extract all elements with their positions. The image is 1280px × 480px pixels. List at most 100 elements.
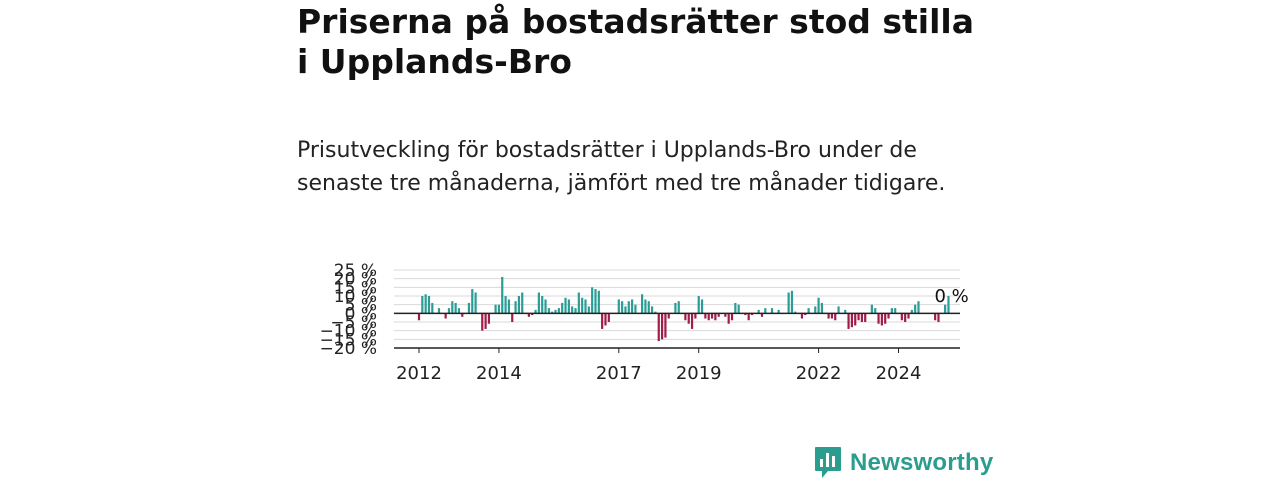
bar [727,313,730,324]
bar [557,308,560,314]
bar [884,313,887,324]
bar [790,290,794,314]
x-tick-label: 2017 [596,363,642,384]
bar [451,301,454,314]
bar [431,302,434,314]
bar [417,313,421,321]
bar [744,313,747,316]
y-tick-label: −20 % [320,339,377,359]
bar [644,299,647,314]
bar [707,313,710,321]
y-tick-label: −5 % [330,313,377,333]
bar [564,297,567,314]
bar [890,308,893,314]
bar [534,309,537,314]
y-tick-label: 10 % [334,287,377,307]
bar [551,311,554,314]
bar [800,313,804,319]
bar [887,313,890,319]
bar [770,308,774,314]
bar [817,297,820,314]
bar [684,313,687,321]
bar [471,289,474,314]
bar [664,313,667,338]
x-tick-label: 2022 [796,363,842,384]
bar [910,309,913,314]
bar [934,313,937,321]
bar [461,313,464,317]
bar [474,292,477,314]
bar [834,313,837,321]
bar [914,304,917,314]
bar [527,313,530,317]
bar [577,292,580,314]
bar [764,308,767,314]
bar [507,299,511,314]
bar [444,313,447,319]
bar [827,313,830,319]
bar [864,313,867,322]
bars [417,276,950,342]
bar [690,313,694,329]
bar [737,304,740,314]
bar [504,296,507,314]
bar [714,313,717,321]
bar [537,292,540,314]
bar [517,296,520,314]
page-subtitle: Prisutveckling för bostadsrätter i Uppla… [297,138,946,196]
bar [501,276,504,314]
bar [604,313,607,326]
bar [484,313,487,329]
bar [647,301,650,314]
bar [704,313,707,319]
bar [860,313,863,322]
bar [541,296,544,314]
bar [634,304,637,314]
bar [437,308,441,314]
y-tick-label: −10 % [320,322,377,342]
y-tick-label: 20 % [334,270,377,290]
bar [917,301,920,314]
newsworthy-logo-text: Newsworthy [850,449,994,476]
bar [937,313,940,322]
bar [481,313,484,331]
page-title: Priserna på bostadsrätter stod stilla i … [297,2,974,81]
bar [694,313,697,319]
bar [497,304,501,314]
bar [734,302,737,314]
bar [514,301,517,314]
bar [857,313,860,321]
bar [631,299,634,314]
bar [427,296,431,314]
bar [547,308,550,314]
bar [621,301,624,314]
x-tick-label: 2024 [876,363,922,384]
y-tick-label: 25 % [334,261,377,281]
price-change-chart: −20 %−15 %−10 %−5 %0 %5 %10 %15 %20 %25 … [320,261,969,384]
bar [850,313,853,328]
bar [574,308,577,314]
bar [847,313,850,329]
bar [584,299,587,314]
bar [467,302,471,314]
bar [874,308,877,314]
bar [531,313,534,316]
bar [900,313,903,321]
bar [511,313,514,322]
bar [677,301,680,314]
bar [591,287,594,314]
y-tick-label: 15 % [334,278,377,298]
bar [641,294,644,314]
bar [750,313,754,316]
bar [700,299,704,314]
bar [724,313,727,317]
bar [561,302,564,314]
bar [624,306,627,314]
bar [567,299,570,314]
newsworthy-logo: Newsworthy [814,446,993,480]
bar [457,308,461,314]
bar [494,304,497,314]
bar [544,299,547,314]
bar [794,311,797,314]
bar [907,313,910,319]
